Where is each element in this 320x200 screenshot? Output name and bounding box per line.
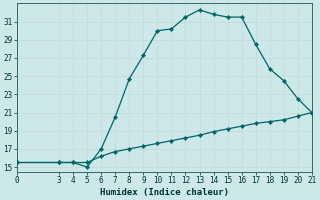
X-axis label: Humidex (Indice chaleur): Humidex (Indice chaleur) [100, 188, 229, 197]
